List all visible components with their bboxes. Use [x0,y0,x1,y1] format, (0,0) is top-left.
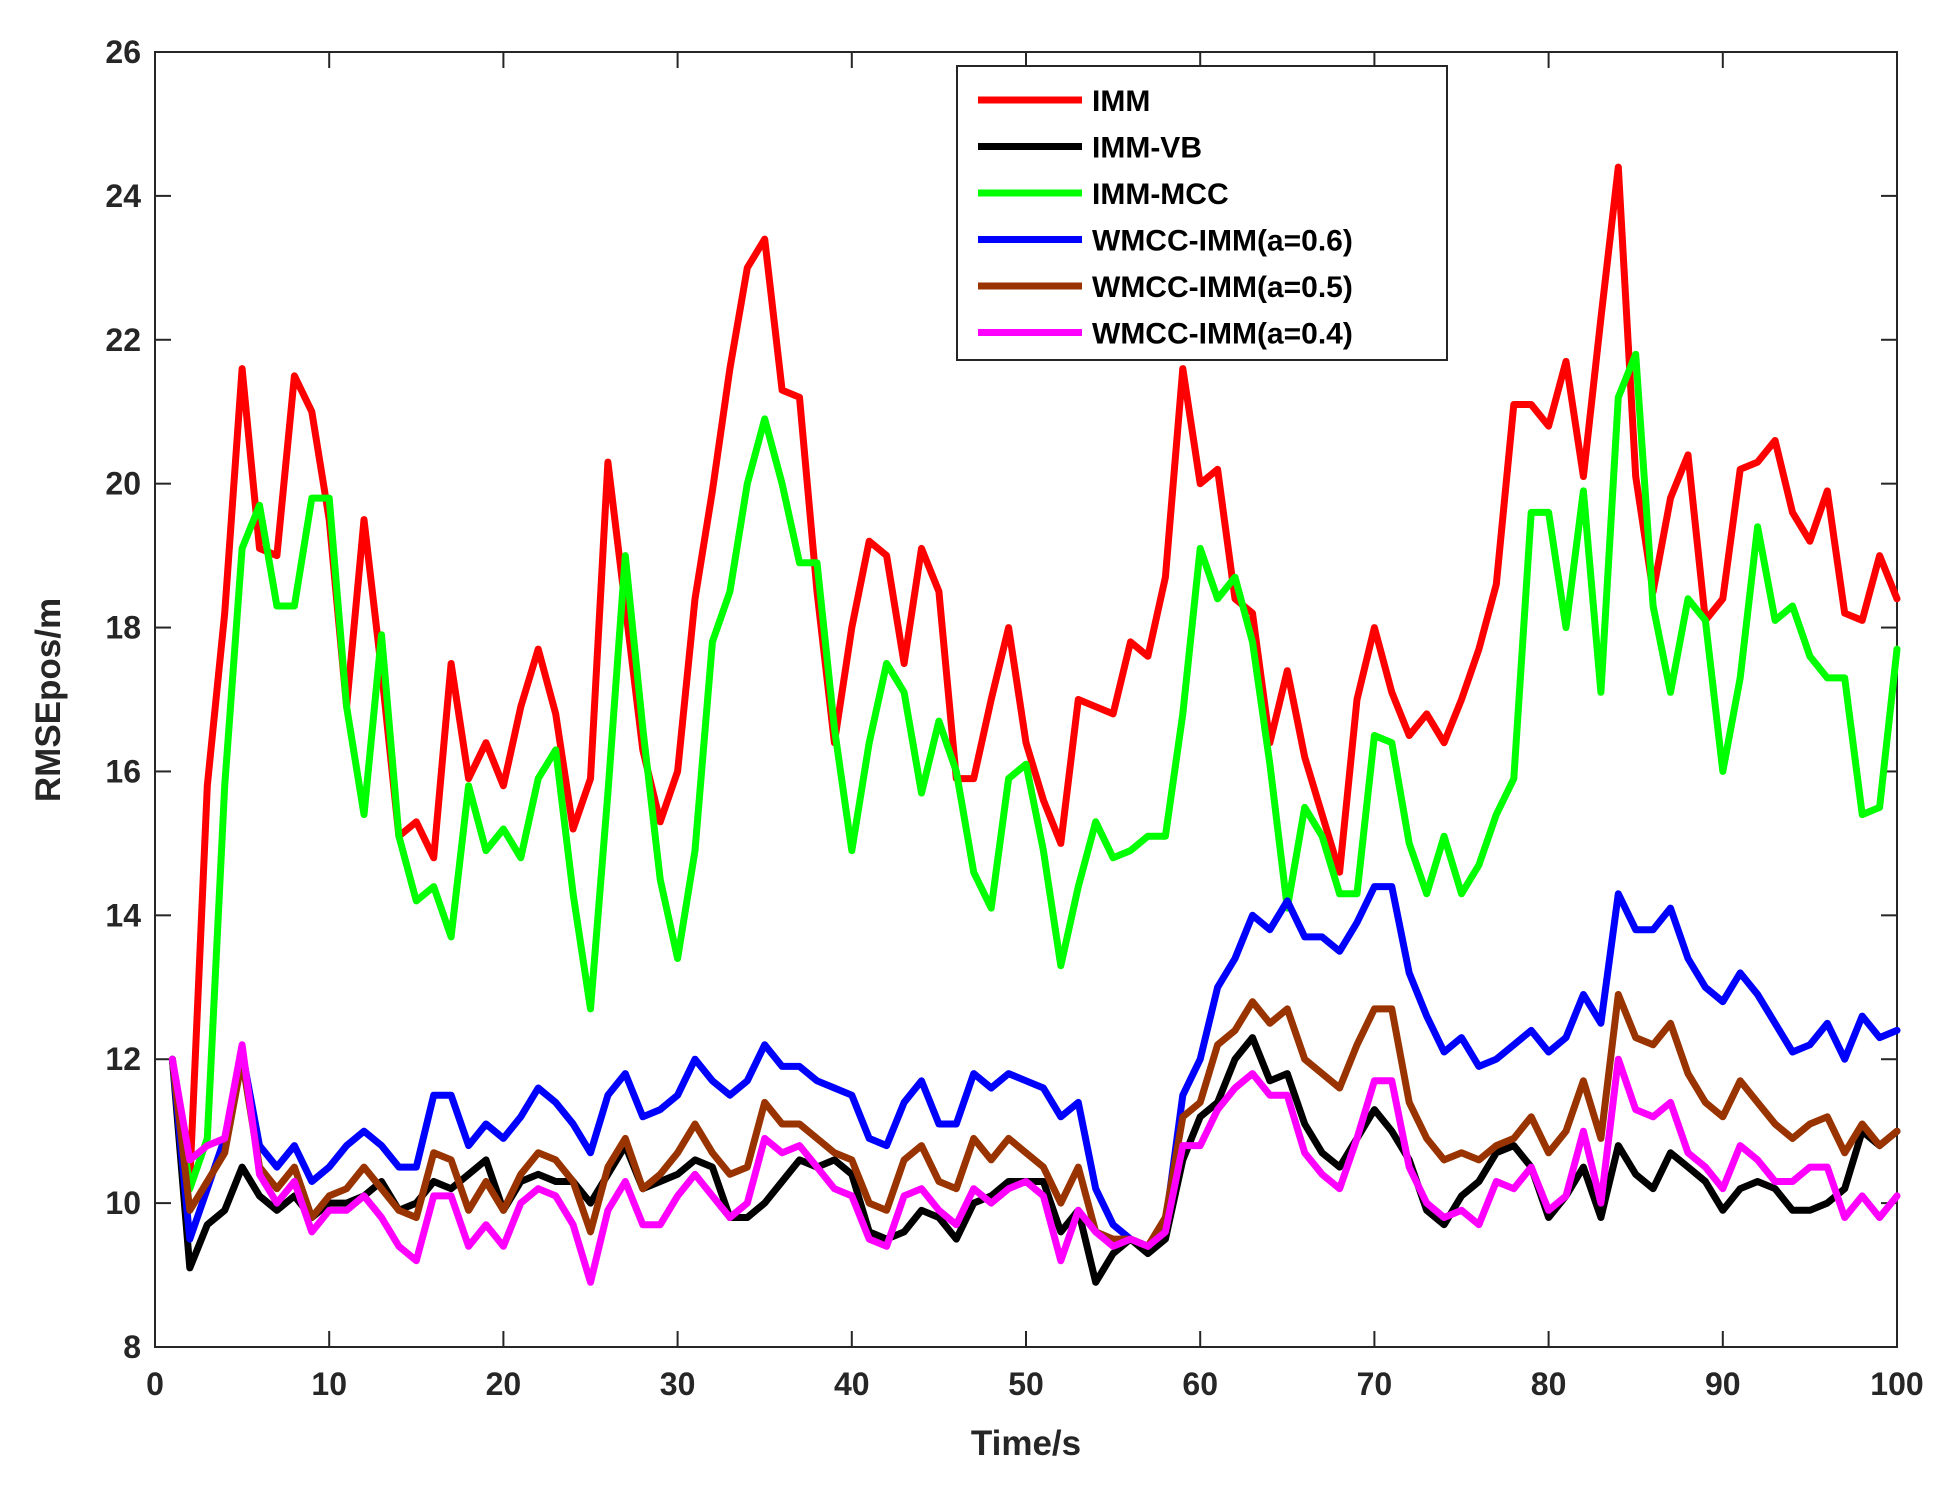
x-tick-label: 100 [1870,1366,1923,1402]
x-tick-label: 50 [1008,1366,1044,1402]
y-tick-label: 26 [105,34,141,70]
x-tick-label: 40 [834,1366,870,1402]
y-tick-label: 24 [105,178,141,214]
x-tick-label: 10 [311,1366,347,1402]
x-tick-label: 0 [146,1366,164,1402]
y-tick-label: 16 [105,753,141,789]
y-tick-label: 12 [105,1041,141,1077]
x-axis-label: Time/s [971,1424,1081,1463]
series-line-3 [168,883,1901,1250]
x-tick-label: 20 [486,1366,522,1402]
y-tick-label: 22 [105,322,141,358]
y-tick-label: 8 [123,1329,141,1365]
legend-label-2: IMM-MCC [1092,178,1229,211]
x-tick-label: 60 [1182,1366,1218,1402]
legend: IMM IMM-VB IMM-MCC WMCC-IMM(a=0.6) WMCC-IMM(… [956,65,1448,361]
x-tick-label: 80 [1531,1366,1567,1402]
legend-label-1: IMM-VB [1092,132,1202,165]
legend-label-5: WMCC-IMM(a=0.4) [1092,318,1353,351]
x-tick-label: 30 [660,1366,696,1402]
legend-label-4: WMCC-IMM(a=0.5) [1092,271,1353,304]
y-tick-label: 10 [105,1185,141,1221]
axis-ticks: 0 10 20 30 40 50 60 70 80 90 100 8 10 12 14 16 18 20 22 24 2… [105,34,1923,1402]
y-axis-label: RMSEpos/m [29,598,68,802]
series-line-2 [168,350,1901,1193]
y-tick-label: 18 [105,610,141,646]
y-tick-label: 14 [105,897,141,933]
series-lines [168,163,1901,1286]
series-line-5 [168,1041,1901,1286]
series-line-0 [168,163,1901,1185]
legend-label-0: IMM [1092,85,1150,118]
y-tick-label: 20 [105,466,141,502]
x-tick-label: 70 [1357,1366,1393,1402]
x-tick-label: 90 [1705,1366,1741,1402]
legend-box [956,65,1448,361]
series-line-4 [168,991,1901,1250]
legend-label-3: WMCC-IMM(a=0.6) [1092,225,1353,258]
